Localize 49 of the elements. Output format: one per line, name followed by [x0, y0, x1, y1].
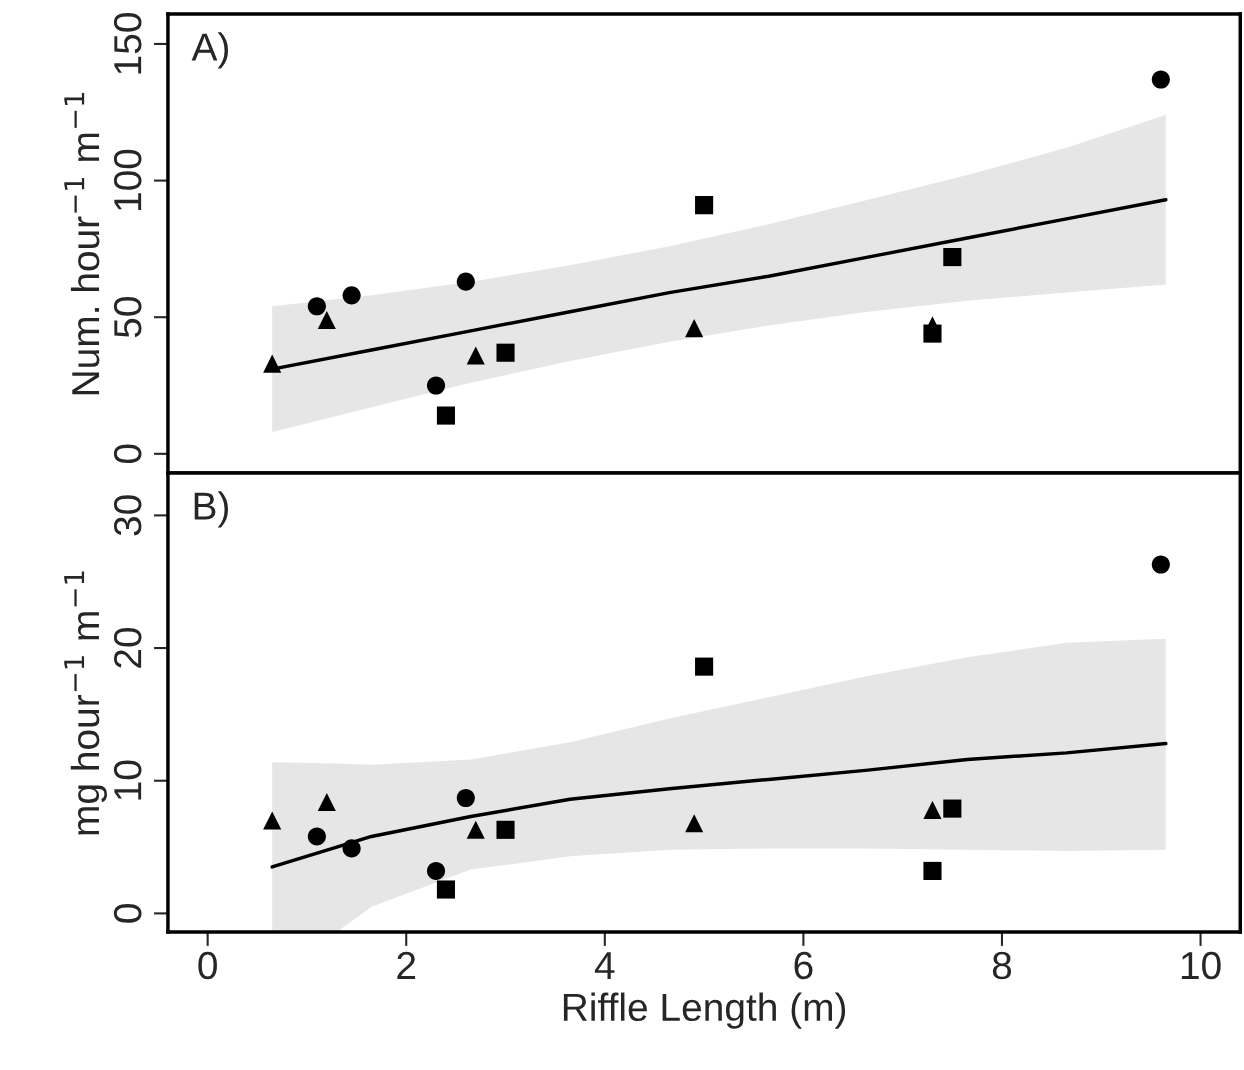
x-tick-label: 0 [198, 951, 217, 980]
y-tick-label: 10 [113, 760, 142, 800]
point [426, 861, 446, 880]
point [263, 354, 282, 373]
point [342, 286, 361, 305]
point [943, 799, 962, 818]
point [263, 811, 282, 830]
y-tick-label: 150 [113, 13, 142, 74]
point [923, 316, 942, 335]
point [496, 343, 515, 362]
x-tick-label: 4 [594, 952, 615, 979]
point [685, 814, 704, 833]
point [342, 839, 361, 858]
point [695, 657, 714, 676]
x-tick-label: 2 [397, 951, 416, 979]
y-tick-label: 0 [113, 904, 142, 923]
point [1151, 555, 1170, 574]
point [307, 297, 326, 316]
point [923, 861, 942, 880]
y-tick-label: 30 [113, 495, 142, 536]
point [317, 792, 336, 812]
y-tick-label: 0 [113, 444, 142, 464]
point [456, 788, 475, 808]
point [436, 880, 456, 899]
y-axis-title: mg hour$^{−1}$ m$^{−1}$ [64, 571, 108, 835]
x-tick-label: 8 [992, 951, 1012, 980]
point [307, 827, 326, 846]
point [426, 376, 446, 395]
annotation: B) [194, 491, 229, 528]
point [695, 196, 714, 215]
point [317, 310, 336, 329]
point [466, 346, 485, 365]
x-tick-label: 6 [794, 951, 813, 980]
point [456, 272, 475, 291]
point [496, 820, 515, 839]
line-series [270, 741, 1168, 869]
point [436, 406, 456, 425]
annotation: A) [191, 32, 229, 69]
y-tick-label: 100 [113, 149, 142, 211]
point [923, 800, 942, 819]
point [943, 248, 962, 267]
y-tick-label: 50 [113, 297, 142, 338]
point [685, 319, 704, 338]
x-tick-label: 10 [1181, 951, 1221, 980]
y-tick-label: 20 [113, 627, 142, 668]
y-axis-title: Num. hour$^{−1}$ m$^{−1}$ [64, 93, 100, 395]
x-axis-title: Riffle Length (m) [563, 992, 846, 1029]
point [1151, 70, 1170, 89]
point [466, 820, 485, 839]
